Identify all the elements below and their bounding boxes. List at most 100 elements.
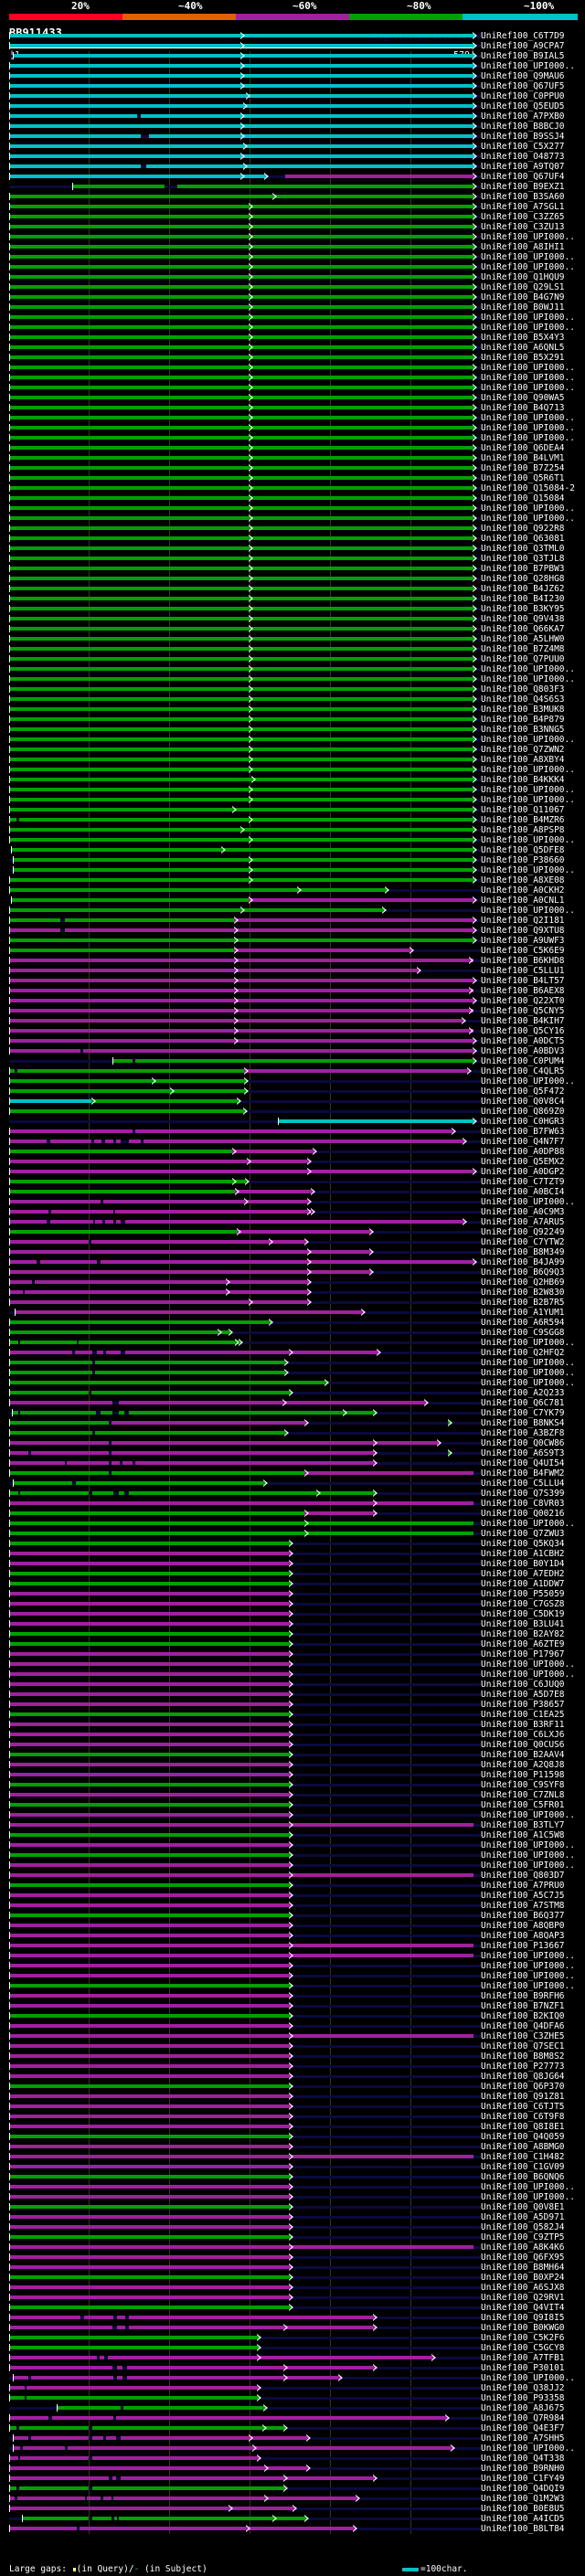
alignment-row[interactable]: UniRef100_UPI000.. <box>0 262 585 272</box>
alignment-row[interactable]: UniRef100_C0HGR3 <box>0 1117 585 1127</box>
hsp-segment[interactable] <box>9 386 473 389</box>
hsp-segment[interactable] <box>9 798 473 801</box>
hsp-segment[interactable] <box>9 1280 32 1284</box>
hsp-segment[interactable] <box>100 2356 104 2359</box>
alignment-row[interactable]: UniRef100_C9SGG8 <box>0 1328 585 1338</box>
alignment-row[interactable]: UniRef100_A0BCI4 <box>0 1187 585 1197</box>
alignment-row[interactable]: UniRef100_P38657 <box>0 1700 585 1710</box>
hsp-segment[interactable] <box>9 235 473 239</box>
alignment-row[interactable]: UniRef100_B2AAV4 <box>0 1750 585 1760</box>
hsp-segment[interactable] <box>13 2436 28 2440</box>
subject-label[interactable]: UniRef100_C1FY49 <box>481 2474 565 2484</box>
subject-label[interactable]: UniRef100_C6T7D9 <box>481 31 565 41</box>
hsp-segment[interactable] <box>9 1733 290 1736</box>
subject-label[interactable]: UniRef100_C5K6E9 <box>481 946 565 956</box>
hsp-segment[interactable] <box>9 2527 77 2530</box>
hsp-segment[interactable] <box>305 1471 473 1475</box>
hsp-segment[interactable] <box>238 1230 370 1234</box>
hsp-segment[interactable] <box>105 1140 113 1143</box>
hsp-segment[interactable] <box>9 2165 290 2168</box>
hsp-segment[interactable] <box>9 1893 290 1897</box>
hsp-segment[interactable] <box>233 1150 314 1153</box>
subject-label[interactable]: UniRef100_B0WJ11 <box>481 302 565 313</box>
hsp-segment[interactable] <box>9 597 473 600</box>
alignment-row[interactable]: UniRef100_B3RF11 <box>0 1720 585 1730</box>
alignment-row[interactable]: UniRef100_B4KIH7 <box>0 1016 585 1026</box>
subject-label[interactable]: UniRef100_B4FWM2 <box>481 1468 565 1479</box>
subject-label[interactable]: UniRef100_Q67UF4 <box>481 172 565 182</box>
alignment-row[interactable]: UniRef100_Q8I8E1 <box>0 2122 585 2132</box>
hsp-segment[interactable] <box>9 1371 92 1374</box>
subject-label[interactable]: UniRef100_UPI000.. <box>481 413 575 423</box>
subject-label[interactable]: UniRef100_Q11067 <box>481 805 565 815</box>
subject-label[interactable]: UniRef100_C6JUQ0 <box>481 1680 565 1690</box>
hsp-segment[interactable] <box>125 1220 463 1224</box>
alignment-row[interactable]: UniRef100_A7ARU5 <box>0 1217 585 1227</box>
subject-label[interactable]: UniRef100_A0DGP2 <box>481 1167 565 1177</box>
alignment-row[interactable]: UniRef100_B4KKK4 <box>0 775 585 785</box>
hsp-segment[interactable] <box>13 858 473 862</box>
subject-label[interactable]: UniRef100_C5LLU4 <box>481 1479 565 1489</box>
subject-label[interactable]: UniRef100_Q4VIT4 <box>481 2303 565 2313</box>
hsp-segment[interactable] <box>11 848 473 852</box>
subject-label[interactable]: UniRef100_UPI000.. <box>481 2192 575 2202</box>
subject-label[interactable]: UniRef100_C9ZTP5 <box>481 2232 565 2242</box>
hsp-segment[interactable] <box>9 737 473 741</box>
hsp-segment[interactable] <box>22 2517 89 2520</box>
subject-label[interactable]: UniRef100_UPI000.. <box>481 795 575 805</box>
hsp-segment[interactable] <box>9 1763 290 1766</box>
hsp-segment[interactable] <box>9 94 473 98</box>
alignment-row[interactable]: UniRef100_Q66KA7 <box>0 624 585 634</box>
subject-label[interactable]: UniRef100_P17967 <box>481 1649 565 1659</box>
alignment-row[interactable]: UniRef100_Q9MAU6 <box>0 71 585 81</box>
subject-label[interactable]: UniRef100_Q6DEA4 <box>481 443 565 453</box>
hsp-segment[interactable] <box>129 2316 374 2319</box>
alignment-row[interactable]: UniRef100_C0PUM4 <box>0 1056 585 1066</box>
subject-label[interactable]: UniRef100_UPI000.. <box>481 514 575 524</box>
alignment-row[interactable]: UniRef100_Q4VIT4 <box>0 2303 585 2313</box>
hsp-segment[interactable] <box>91 1391 290 1394</box>
hsp-segment[interactable] <box>9 1662 290 1666</box>
alignment-row[interactable]: UniRef100_Q4N7F7 <box>0 1137 585 1147</box>
subject-label[interactable]: UniRef100_B9SSJ4 <box>481 132 565 142</box>
alignment-row[interactable]: UniRef100_A5D971 <box>0 2212 585 2222</box>
hsp-segment[interactable] <box>9 1300 308 1304</box>
hsp-segment[interactable] <box>117 2326 125 2329</box>
alignment-row[interactable]: UniRef100_Q22XT0 <box>0 996 585 1006</box>
alignment-row[interactable]: UniRef100_UPI000.. <box>0 1670 585 1680</box>
subject-label[interactable]: UniRef100_B8M8S2 <box>481 2051 565 2062</box>
subject-label[interactable]: UniRef100_B4KIH7 <box>481 1016 565 1026</box>
alignment-row[interactable]: UniRef100_B8BCJ0 <box>0 122 585 132</box>
hsp-segment[interactable] <box>9 1491 18 1495</box>
subject-label[interactable]: UniRef100_Q29RV1 <box>481 2293 565 2303</box>
alignment-row[interactable]: UniRef100_Q9I8I5 <box>0 2313 585 2323</box>
alignment-row[interactable]: UniRef100_B7FW63 <box>0 1127 585 1137</box>
subject-label[interactable]: UniRef100_A5D7E8 <box>481 1690 565 1700</box>
alignment-row[interactable]: UniRef100_A8QBP0 <box>0 1921 585 1931</box>
hsp-segment[interactable] <box>9 627 473 631</box>
hsp-segment[interactable] <box>27 2386 257 2390</box>
alignment-row[interactable]: UniRef100_Q4Q059 <box>0 2132 585 2142</box>
alignment-row[interactable]: UniRef100_Q922R8 <box>0 524 585 534</box>
hsp-segment[interactable] <box>9 526 473 530</box>
subject-label[interactable]: UniRef100_A6SJX8 <box>481 2283 565 2293</box>
hsp-segment[interactable] <box>9 1230 238 1234</box>
subject-label[interactable]: UniRef100_P11598 <box>481 1770 565 1780</box>
alignment-row[interactable]: UniRef100_UPI000.. <box>0 413 585 423</box>
hsp-segment[interactable] <box>9 1803 290 1807</box>
alignment-row[interactable]: UniRef100_B9EXZ1 <box>0 182 585 192</box>
subject-label[interactable]: UniRef100_Q922R8 <box>481 524 565 534</box>
alignment-row[interactable]: UniRef100_Q5R6T1 <box>0 473 585 483</box>
hsp-segment[interactable] <box>9 536 473 540</box>
alignment-row[interactable]: UniRef100_A8XE08 <box>0 875 585 885</box>
hsp-segment[interactable] <box>9 1944 473 1947</box>
hsp-segment[interactable] <box>9 2215 290 2219</box>
alignment-row[interactable]: UniRef100_UPI000.. <box>0 1951 585 1961</box>
alignment-row[interactable]: UniRef100_B4JZ62 <box>0 584 585 594</box>
subject-label[interactable]: UniRef100_B4KKK4 <box>481 775 565 785</box>
hsp-segment[interactable] <box>149 134 473 138</box>
alignment-row[interactable]: UniRef100_UPI000.. <box>0 1378 585 1388</box>
hsp-segment[interactable] <box>9 2326 112 2329</box>
alignment-row[interactable]: UniRef100_Q0V8C4 <box>0 1097 585 1107</box>
hsp-segment[interactable] <box>9 1723 290 1726</box>
